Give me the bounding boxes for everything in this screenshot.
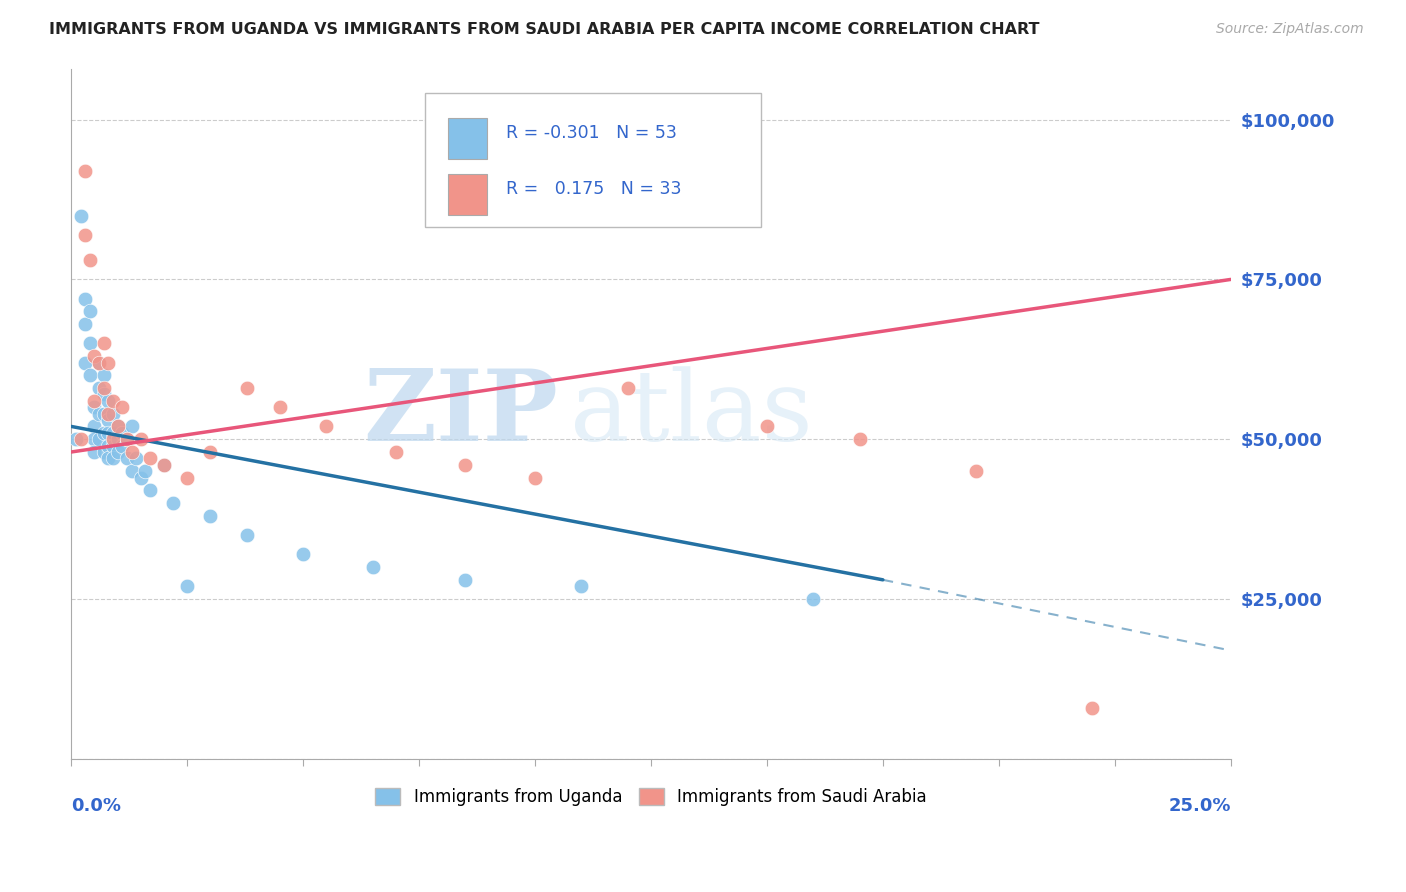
Point bbox=[121, 445, 143, 459]
Point bbox=[75, 292, 97, 306]
Point bbox=[129, 470, 152, 484]
Point bbox=[315, 419, 337, 434]
Point bbox=[616, 381, 638, 395]
Text: Source: ZipAtlas.com: Source: ZipAtlas.com bbox=[1216, 22, 1364, 37]
Point bbox=[115, 432, 138, 446]
Point bbox=[65, 432, 87, 446]
Point bbox=[385, 445, 408, 459]
Point bbox=[69, 432, 91, 446]
Point bbox=[93, 336, 115, 351]
Point bbox=[87, 407, 110, 421]
Point bbox=[107, 445, 129, 459]
Point bbox=[87, 432, 110, 446]
FancyBboxPatch shape bbox=[449, 119, 488, 159]
Point bbox=[83, 349, 105, 363]
Point bbox=[524, 470, 547, 484]
Point bbox=[162, 496, 184, 510]
Text: 0.0%: 0.0% bbox=[72, 797, 121, 814]
Point bbox=[200, 508, 222, 523]
Point bbox=[139, 483, 162, 498]
Point bbox=[93, 381, 115, 395]
Point bbox=[101, 439, 124, 453]
Point bbox=[83, 432, 105, 446]
Point bbox=[139, 451, 162, 466]
Point bbox=[115, 451, 138, 466]
Point bbox=[97, 451, 120, 466]
Point bbox=[848, 432, 870, 446]
Point bbox=[75, 227, 97, 242]
Point bbox=[176, 579, 198, 593]
Point bbox=[87, 355, 110, 369]
Point bbox=[111, 439, 134, 453]
Point bbox=[79, 336, 101, 351]
Point bbox=[75, 317, 97, 331]
Point bbox=[93, 368, 115, 383]
Point bbox=[965, 464, 987, 478]
Point bbox=[93, 425, 115, 440]
Text: atlas: atlas bbox=[569, 366, 813, 461]
Point bbox=[153, 458, 176, 472]
Point bbox=[97, 393, 120, 408]
Point bbox=[200, 445, 222, 459]
Point bbox=[79, 304, 101, 318]
Point bbox=[107, 432, 129, 446]
Point bbox=[83, 393, 105, 408]
Point bbox=[87, 381, 110, 395]
Point bbox=[97, 355, 120, 369]
Point bbox=[121, 419, 143, 434]
Point bbox=[97, 407, 120, 421]
Point bbox=[79, 368, 101, 383]
Point bbox=[755, 419, 778, 434]
Point bbox=[83, 419, 105, 434]
Point bbox=[93, 445, 115, 459]
Text: IMMIGRANTS FROM UGANDA VS IMMIGRANTS FROM SAUDI ARABIA PER CAPITA INCOME CORRELA: IMMIGRANTS FROM UGANDA VS IMMIGRANTS FRO… bbox=[49, 22, 1039, 37]
Point bbox=[115, 432, 138, 446]
Text: ZIP: ZIP bbox=[363, 365, 558, 462]
Point bbox=[97, 425, 120, 440]
Point bbox=[176, 470, 198, 484]
Point bbox=[269, 401, 291, 415]
Point bbox=[87, 355, 110, 369]
Point bbox=[361, 560, 384, 574]
Point bbox=[111, 425, 134, 440]
Point bbox=[101, 432, 124, 446]
Legend: Immigrants from Uganda, Immigrants from Saudi Arabia: Immigrants from Uganda, Immigrants from … bbox=[368, 781, 934, 813]
Point bbox=[454, 573, 477, 587]
Point bbox=[153, 458, 176, 472]
Text: 25.0%: 25.0% bbox=[1168, 797, 1230, 814]
Text: R =   0.175   N = 33: R = 0.175 N = 33 bbox=[506, 180, 682, 198]
Point bbox=[69, 209, 91, 223]
Point bbox=[101, 425, 124, 440]
Point bbox=[83, 445, 105, 459]
Point bbox=[801, 592, 824, 607]
Point bbox=[121, 464, 143, 478]
Point bbox=[101, 407, 124, 421]
Point bbox=[93, 387, 115, 401]
Point bbox=[129, 432, 152, 446]
Point bbox=[125, 451, 148, 466]
Point bbox=[292, 547, 315, 561]
Point bbox=[97, 439, 120, 453]
Point bbox=[97, 413, 120, 427]
Text: R = -0.301   N = 53: R = -0.301 N = 53 bbox=[506, 124, 676, 143]
Point bbox=[571, 579, 593, 593]
Point bbox=[454, 458, 477, 472]
Point bbox=[236, 381, 259, 395]
Point bbox=[101, 393, 124, 408]
Point bbox=[236, 528, 259, 542]
Point bbox=[75, 163, 97, 178]
Point bbox=[1080, 700, 1102, 714]
FancyBboxPatch shape bbox=[425, 93, 761, 227]
Point bbox=[75, 355, 97, 369]
Point bbox=[101, 451, 124, 466]
Point bbox=[134, 464, 156, 478]
Point bbox=[111, 401, 134, 415]
FancyBboxPatch shape bbox=[449, 174, 488, 214]
Point bbox=[107, 419, 129, 434]
Point bbox=[79, 253, 101, 268]
Point bbox=[83, 401, 105, 415]
Point bbox=[107, 419, 129, 434]
Point bbox=[93, 407, 115, 421]
